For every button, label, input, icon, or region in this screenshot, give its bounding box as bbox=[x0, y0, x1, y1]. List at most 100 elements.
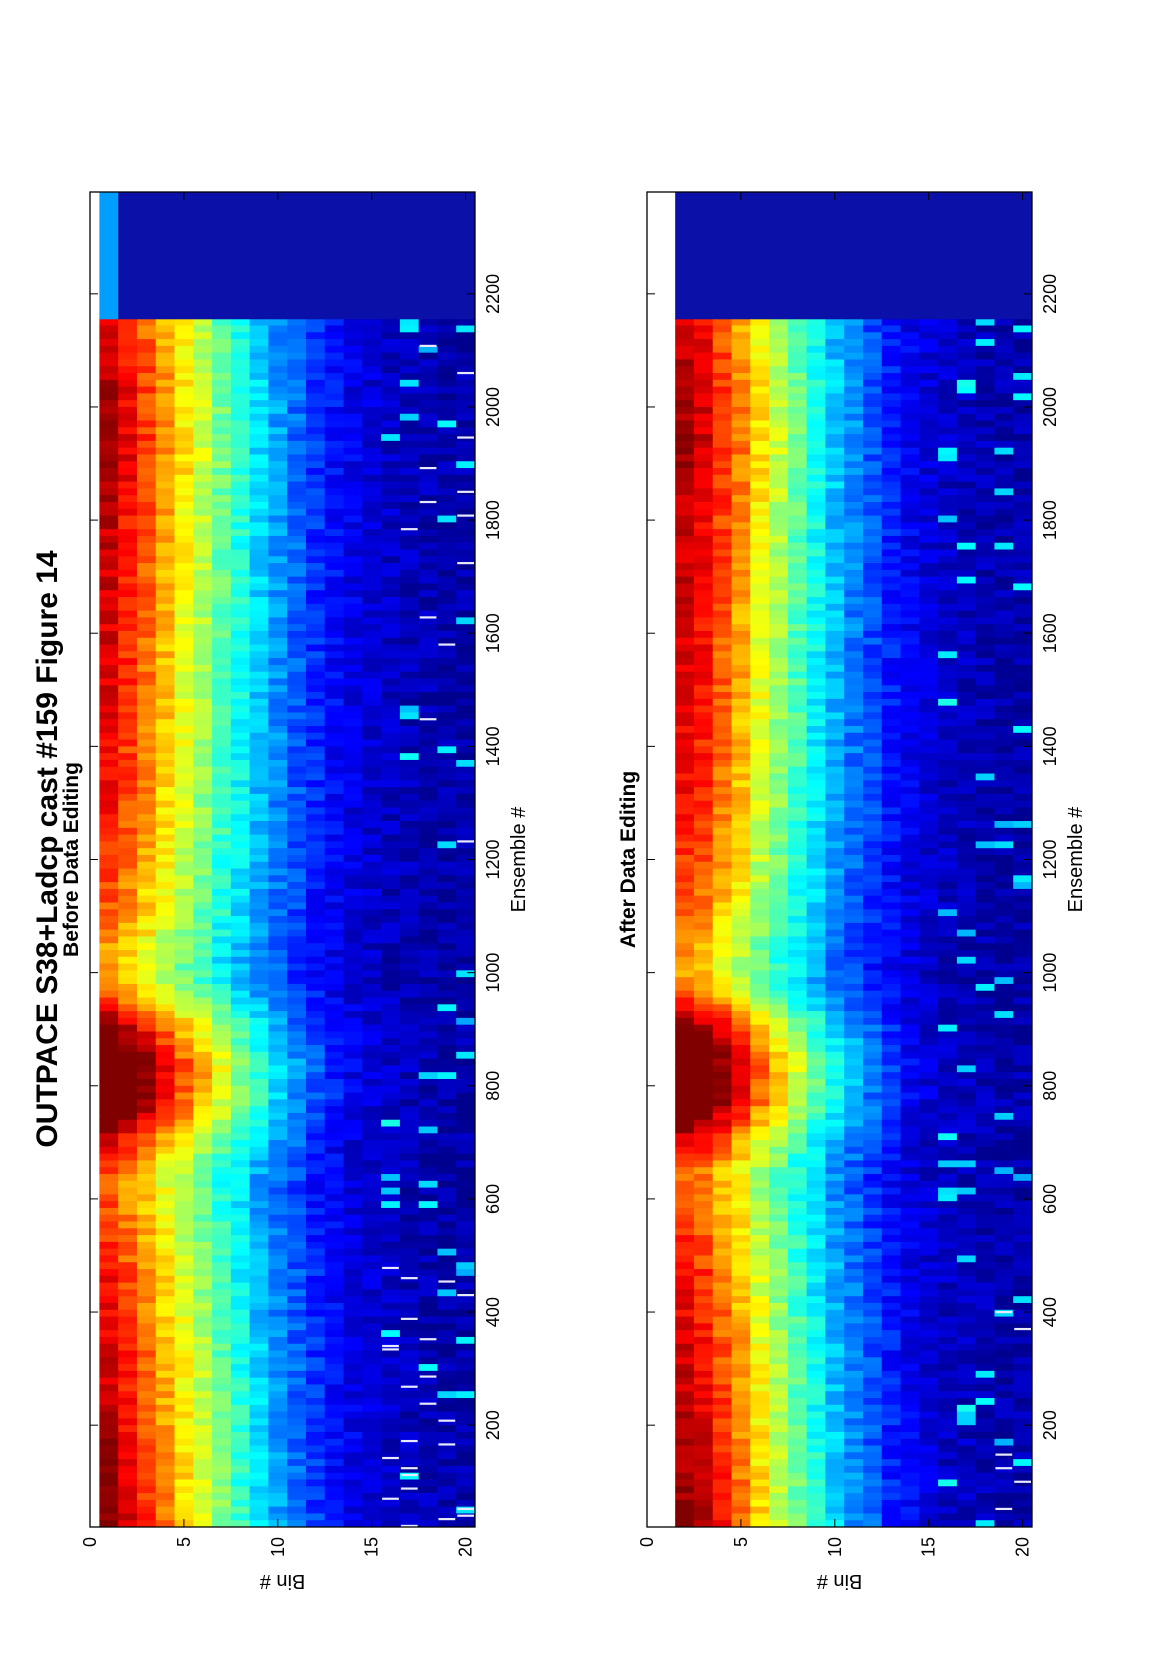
heatmap-cell bbox=[456, 861, 476, 869]
heatmap-cell bbox=[343, 793, 363, 801]
heatmap-cell bbox=[399, 1180, 420, 1188]
heatmap-cell bbox=[99, 820, 119, 828]
heatmap-cell bbox=[844, 1227, 864, 1236]
heatmap-cell bbox=[155, 1030, 175, 1039]
heatmap-cell bbox=[381, 847, 401, 855]
heatmap-cell bbox=[399, 786, 420, 794]
heatmap-cell bbox=[212, 1478, 232, 1487]
heatmap-cell bbox=[193, 1390, 213, 1399]
heatmap-cell bbox=[99, 352, 119, 360]
heatmap-cell bbox=[136, 1268, 157, 1276]
heatmap-cell bbox=[399, 392, 420, 401]
heatmap-cell bbox=[118, 1234, 138, 1242]
heatmap-cell bbox=[750, 1146, 770, 1154]
heatmap-cell bbox=[343, 1044, 363, 1052]
heatmap-cell bbox=[731, 1261, 751, 1270]
heatmap-cell bbox=[118, 752, 138, 760]
heatmap-cell bbox=[975, 1220, 995, 1229]
heatmap-cell bbox=[862, 1519, 883, 1527]
heatmap-cell bbox=[994, 1478, 1014, 1487]
heatmap-cell bbox=[155, 1343, 175, 1351]
heatmap-cell bbox=[381, 1200, 401, 1208]
heatmap-cell bbox=[287, 1064, 307, 1073]
heatmap-cell bbox=[731, 1397, 751, 1405]
heatmap-cell bbox=[268, 1329, 288, 1337]
heatmap-cell bbox=[287, 1200, 307, 1208]
heatmap-cell bbox=[693, 1078, 714, 1086]
heatmap-cell bbox=[825, 1506, 845, 1514]
heatmap-cell bbox=[437, 589, 457, 598]
heatmap-cell bbox=[806, 1180, 826, 1188]
heatmap-cell bbox=[675, 1349, 695, 1358]
heatmap-cell bbox=[675, 1377, 695, 1385]
heatmap-cell bbox=[118, 711, 138, 720]
heatmap-cell bbox=[731, 1322, 751, 1331]
heatmap-cell bbox=[750, 1234, 770, 1242]
heatmap-cell bbox=[806, 1377, 826, 1385]
heatmap-cell bbox=[212, 1220, 232, 1229]
heatmap-cell bbox=[174, 711, 194, 720]
heatmap-cell bbox=[324, 399, 344, 407]
heatmap-cell bbox=[136, 1051, 157, 1059]
heatmap-cell bbox=[844, 1186, 864, 1195]
heatmap-cell bbox=[268, 834, 288, 842]
heatmap-cell bbox=[919, 1098, 939, 1107]
heatmap-cell bbox=[825, 1424, 845, 1432]
heatmap-cell bbox=[418, 1017, 438, 1025]
heatmap-cell bbox=[249, 487, 269, 496]
heatmap-cell bbox=[437, 399, 457, 407]
heatmap-cell bbox=[975, 1078, 995, 1086]
heatmap-cell bbox=[418, 440, 438, 448]
heatmap-cell bbox=[324, 1268, 344, 1276]
heatmap-cell bbox=[174, 759, 194, 767]
heatmap-cell bbox=[399, 1370, 420, 1378]
heatmap-cell bbox=[249, 1458, 269, 1466]
heatmap-cell bbox=[881, 1268, 901, 1276]
heatmap-cell bbox=[456, 1268, 476, 1276]
heatmap-cell bbox=[136, 1200, 157, 1208]
heatmap-cell bbox=[381, 1166, 401, 1175]
heatmap-cell bbox=[731, 1193, 751, 1202]
heatmap-cell bbox=[731, 1282, 751, 1290]
heatmap-cell bbox=[381, 487, 401, 496]
heatmap-cell bbox=[287, 969, 307, 978]
heatmap-cell bbox=[456, 1424, 476, 1432]
heatmap-cell bbox=[399, 630, 420, 638]
heatmap-cell bbox=[136, 1132, 157, 1141]
heatmap-cell bbox=[118, 324, 138, 333]
heatmap-cell bbox=[287, 494, 307, 502]
heatmap-cell bbox=[693, 1248, 714, 1256]
heatmap-cell bbox=[825, 1512, 845, 1521]
heatmap-cell bbox=[418, 481, 438, 489]
heatmap-cell bbox=[862, 1275, 883, 1283]
heatmap-cell bbox=[268, 1132, 288, 1141]
heatmap-cell bbox=[249, 514, 269, 523]
heatmap-cell bbox=[381, 759, 401, 767]
heatmap-cell bbox=[919, 1336, 939, 1344]
heatmap-cell bbox=[212, 664, 232, 672]
heatmap-cell bbox=[399, 915, 420, 923]
heatmap-cell bbox=[919, 1085, 939, 1093]
heatmap-cell bbox=[806, 1458, 826, 1466]
heatmap-cell bbox=[900, 1132, 920, 1141]
heatmap-cell bbox=[994, 1417, 1014, 1426]
heatmap-cell bbox=[249, 345, 269, 353]
heatmap-cell bbox=[381, 806, 401, 815]
heatmap-cell bbox=[399, 657, 420, 665]
heatmap-cell bbox=[305, 1261, 326, 1270]
heatmap-cell bbox=[806, 1444, 826, 1453]
heatmap-cell bbox=[287, 793, 307, 801]
heatmap-cell bbox=[324, 813, 344, 822]
heatmap-cell bbox=[712, 1485, 732, 1494]
heatmap-cell bbox=[994, 1173, 1014, 1181]
heatmap-cell bbox=[174, 542, 194, 550]
heatmap-cell bbox=[287, 637, 307, 645]
heatmap-cell bbox=[268, 1506, 288, 1514]
heatmap-cell bbox=[155, 1254, 175, 1263]
heatmap-cell bbox=[343, 1322, 363, 1331]
heatmap-cell bbox=[881, 1472, 901, 1480]
heatmap-cell bbox=[418, 426, 438, 435]
heatmap-cell bbox=[769, 1098, 789, 1107]
heatmap-cell bbox=[268, 1492, 288, 1500]
heatmap-cell bbox=[418, 1078, 438, 1086]
